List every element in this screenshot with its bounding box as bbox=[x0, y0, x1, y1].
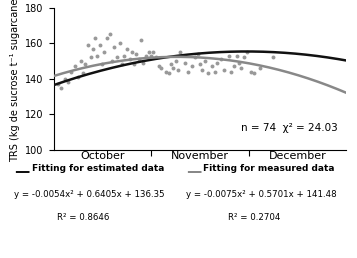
Point bbox=[129, 50, 135, 54]
Point bbox=[75, 75, 81, 79]
Point bbox=[146, 50, 152, 54]
Point bbox=[117, 41, 123, 45]
Text: December: December bbox=[268, 150, 326, 160]
Point bbox=[56, 82, 61, 86]
Text: R² = 0.8646: R² = 0.8646 bbox=[57, 213, 110, 222]
Point bbox=[241, 55, 247, 60]
Point bbox=[156, 64, 162, 68]
Point bbox=[177, 50, 183, 54]
Point bbox=[131, 62, 136, 67]
Point bbox=[80, 71, 86, 75]
Point bbox=[100, 62, 105, 67]
Text: Fitting for estimated data: Fitting for estimated data bbox=[32, 164, 165, 173]
Point bbox=[92, 36, 97, 40]
Point bbox=[78, 59, 84, 63]
Text: Fitting for measured data: Fitting for measured data bbox=[203, 164, 335, 173]
Point bbox=[192, 55, 198, 60]
Point bbox=[226, 54, 232, 58]
Point bbox=[197, 62, 203, 67]
Point bbox=[97, 43, 103, 47]
Text: y = -0.0054x² + 0.6405x + 136.35: y = -0.0054x² + 0.6405x + 136.35 bbox=[14, 190, 165, 199]
Point bbox=[127, 57, 132, 61]
Point bbox=[173, 59, 178, 63]
Text: R² = 0.2704: R² = 0.2704 bbox=[228, 213, 281, 222]
Point bbox=[62, 77, 68, 81]
Point bbox=[140, 61, 146, 65]
Text: y = -0.0075x² + 0.5701x + 141.48: y = -0.0075x² + 0.5701x + 141.48 bbox=[186, 190, 336, 199]
Point bbox=[199, 68, 205, 72]
Point bbox=[59, 85, 64, 90]
Point bbox=[270, 55, 276, 60]
Point bbox=[82, 62, 87, 67]
Point bbox=[109, 59, 115, 63]
Point bbox=[228, 69, 234, 74]
Point bbox=[90, 46, 95, 51]
Point bbox=[166, 71, 172, 75]
Text: October: October bbox=[80, 150, 125, 160]
Point bbox=[238, 66, 244, 70]
Point bbox=[158, 66, 164, 70]
Point bbox=[168, 62, 174, 67]
Text: November: November bbox=[171, 150, 229, 160]
Point bbox=[221, 68, 227, 72]
Point bbox=[185, 69, 191, 74]
Point bbox=[218, 57, 224, 61]
Point bbox=[189, 64, 195, 68]
Point bbox=[111, 45, 117, 49]
Point bbox=[88, 55, 94, 60]
Point bbox=[195, 52, 201, 56]
Text: n = 74  χ² = 24.03: n = 74 χ² = 24.03 bbox=[241, 123, 337, 133]
Point bbox=[85, 43, 91, 47]
Point bbox=[234, 54, 240, 58]
Point bbox=[114, 55, 120, 60]
Point bbox=[244, 50, 250, 54]
Point bbox=[257, 66, 263, 70]
Point bbox=[170, 66, 175, 70]
Point bbox=[153, 55, 159, 60]
Point bbox=[248, 69, 253, 74]
Point bbox=[236, 61, 242, 65]
Point bbox=[95, 54, 100, 58]
Point bbox=[121, 54, 127, 58]
Point bbox=[124, 46, 130, 51]
Point bbox=[101, 50, 107, 54]
Point bbox=[182, 61, 188, 65]
Point bbox=[148, 54, 154, 58]
Point bbox=[215, 61, 220, 65]
Point bbox=[209, 64, 215, 68]
Text: —: — bbox=[14, 164, 30, 179]
Point bbox=[144, 54, 149, 58]
Point bbox=[176, 68, 181, 72]
Point bbox=[137, 57, 142, 61]
Point bbox=[107, 32, 113, 36]
Point bbox=[202, 59, 208, 63]
Point bbox=[251, 71, 256, 75]
Point bbox=[163, 69, 169, 74]
Point bbox=[119, 62, 125, 67]
Point bbox=[134, 52, 139, 56]
Point bbox=[139, 38, 144, 42]
Point bbox=[104, 36, 110, 40]
Point bbox=[65, 80, 71, 84]
Y-axis label: TRS (kg de sucrose t⁻¹ sugarcane): TRS (kg de sucrose t⁻¹ sugarcane) bbox=[10, 0, 20, 162]
Point bbox=[205, 71, 211, 75]
Point bbox=[72, 64, 78, 68]
Point bbox=[212, 69, 217, 74]
Point bbox=[68, 69, 74, 74]
Point bbox=[150, 50, 156, 54]
Text: —: — bbox=[186, 164, 201, 179]
Point bbox=[231, 64, 237, 68]
